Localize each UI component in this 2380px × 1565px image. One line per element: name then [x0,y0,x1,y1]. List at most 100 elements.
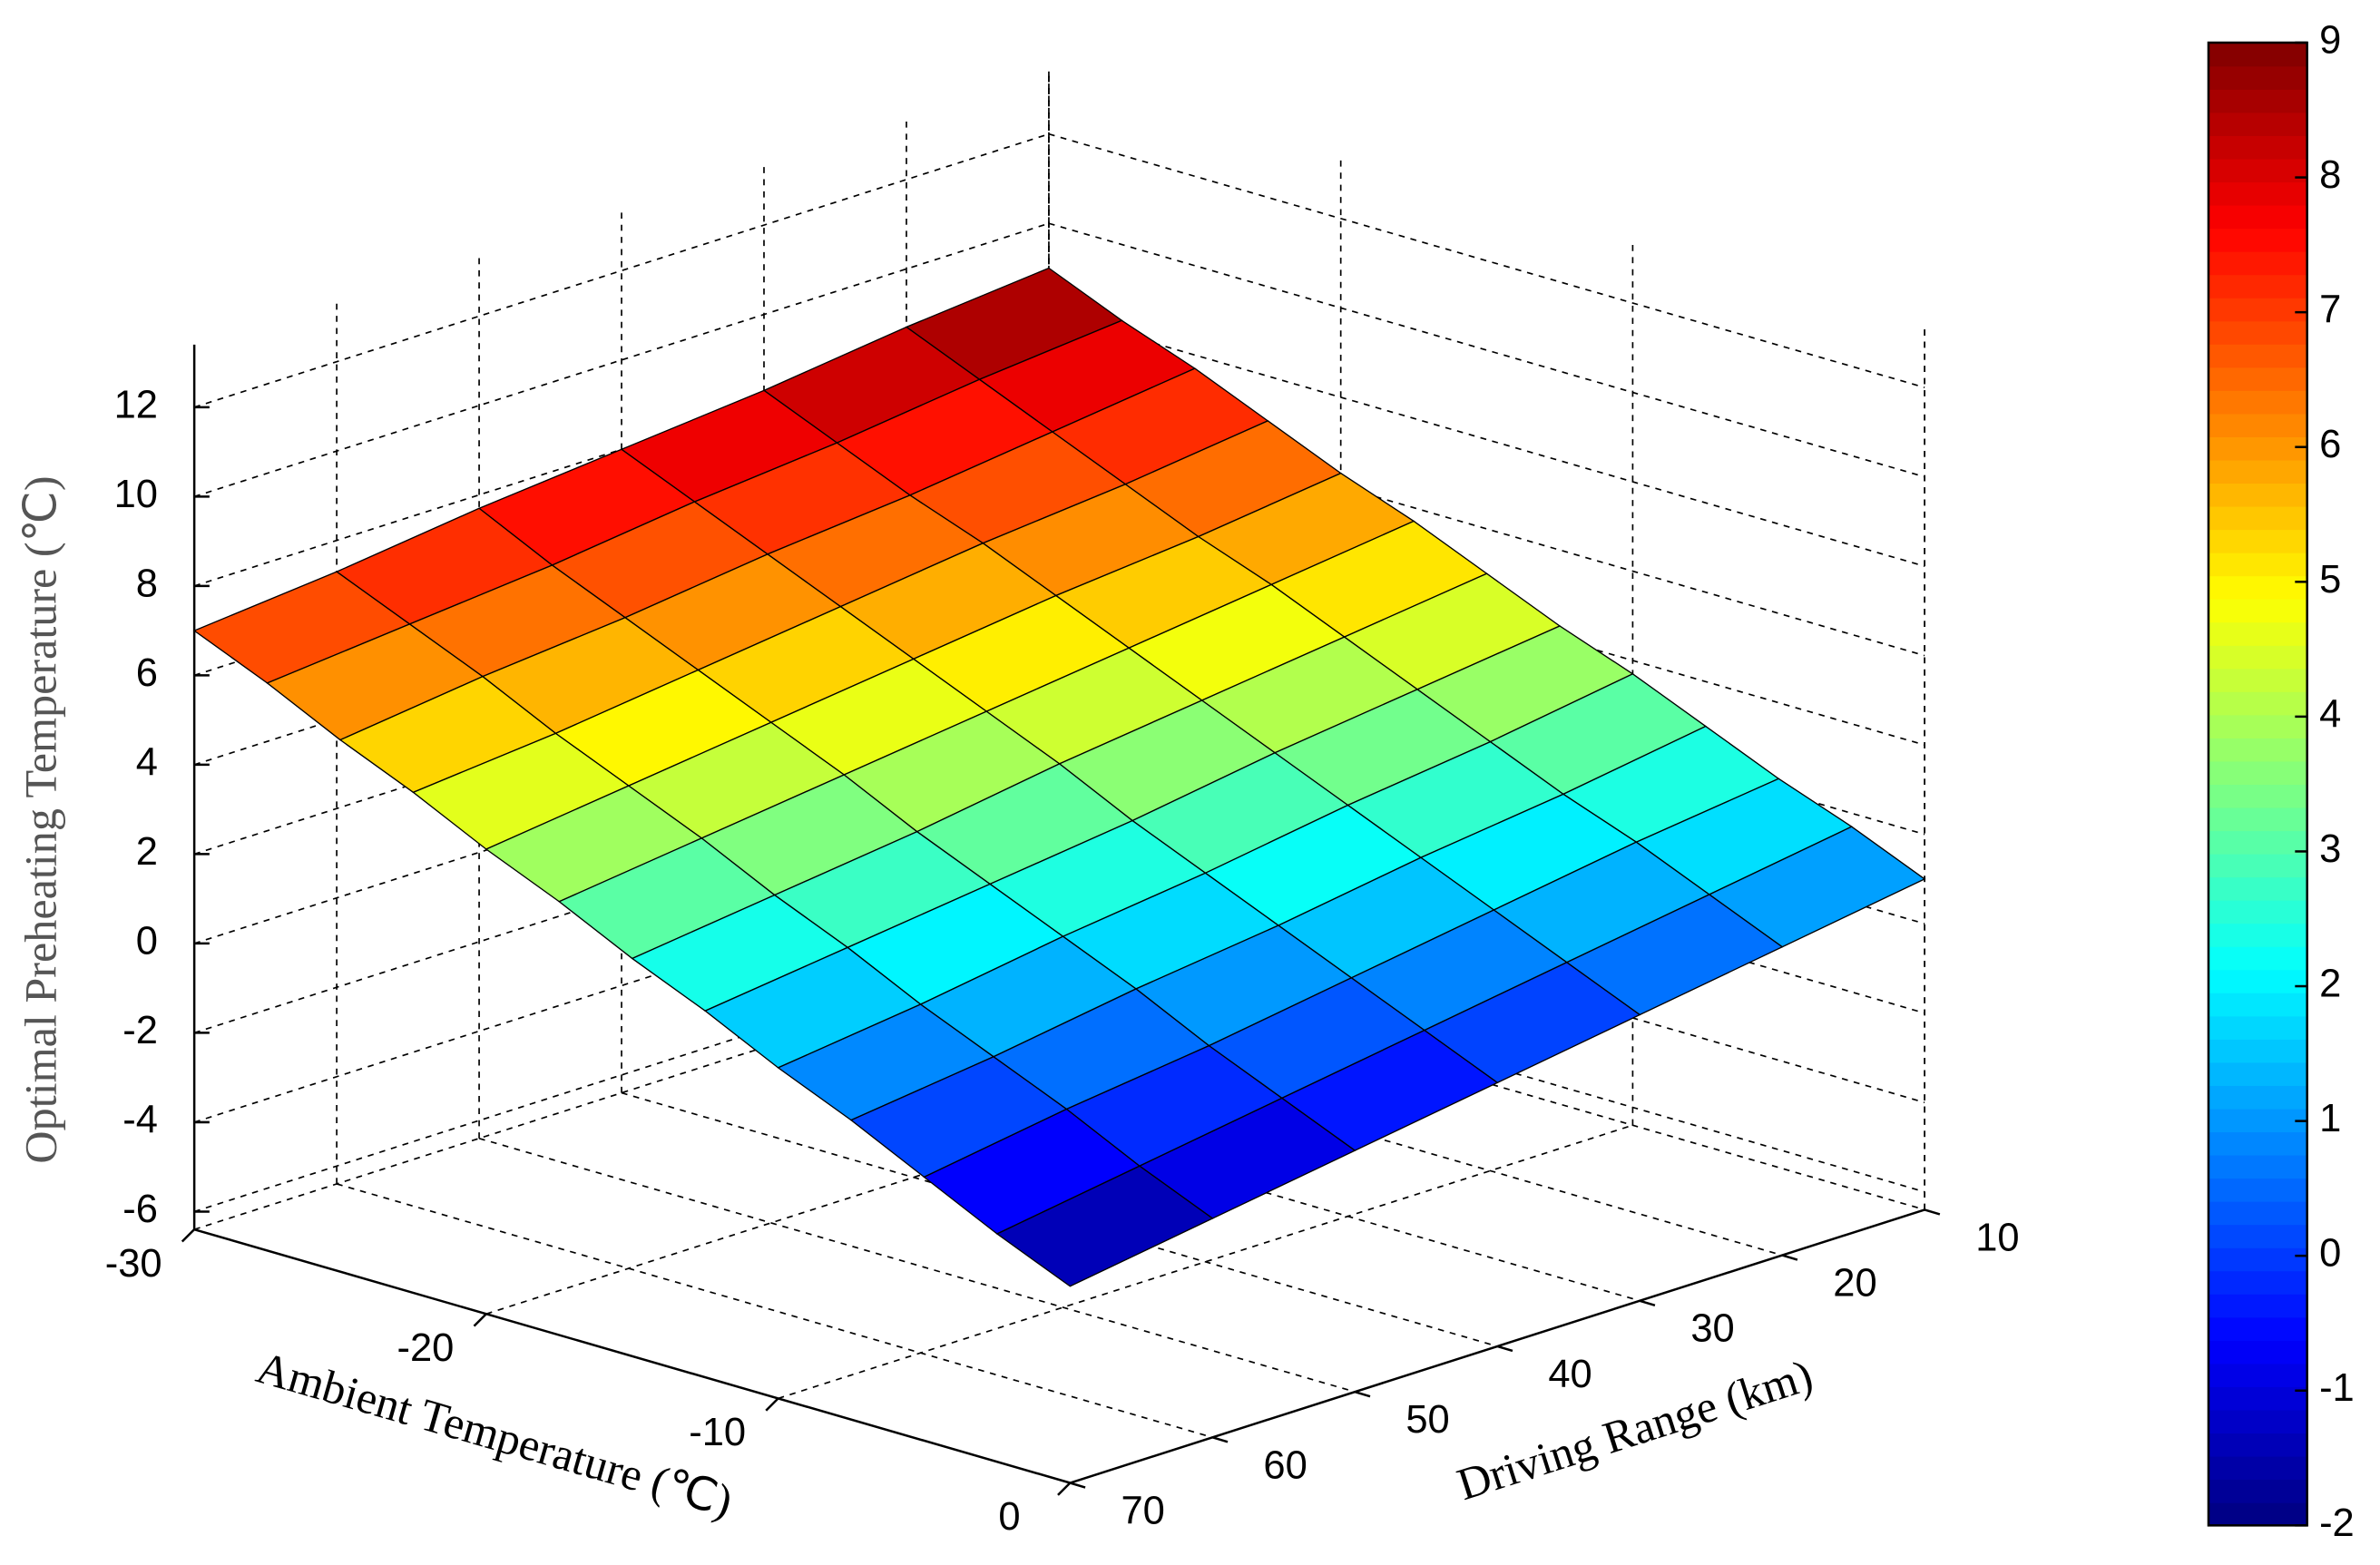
colorbar-step [2208,1293,2307,1318]
y-tick-label: 40 [1548,1353,1592,1396]
colorbar-step [2208,738,2307,762]
colorbar-step [2208,1455,2307,1481]
colorbar-step [2208,1479,2307,1503]
colorbar-step [2208,552,2307,577]
y-tick-label: 30 [1690,1307,1734,1351]
z-tick-label: 4 [136,740,158,784]
colorbar-step [2208,691,2307,716]
x-tick [473,1313,487,1327]
colorbar-step [2208,181,2307,206]
colorbar-step [2208,969,2307,993]
grid-line [193,222,1050,498]
colorbar-step [2208,483,2307,507]
colorbar-step [2208,204,2307,230]
colorbar-step [2208,1200,2307,1226]
colorbar-step [2208,158,2307,183]
colorbar-tick-label: 4 [2319,692,2341,736]
x-tick-label: -10 [689,1411,746,1454]
z-tick-label: 12 [114,383,158,426]
colorbar-step [2208,1015,2307,1040]
colorbar-step [2208,1131,2307,1156]
z-tick-label: 2 [136,830,158,874]
colorbar-step [2208,1178,2307,1202]
grid-line [193,937,1050,1213]
x-axis-label: Ambient Temperature (℃) [251,1342,739,1527]
colorbar-step [2208,1154,2307,1179]
x-tick-label: 0 [998,1495,1020,1539]
colorbar-tick-label: -1 [2319,1366,2355,1410]
colorbar-step [2208,1501,2307,1527]
colorbar: -2 -1 0 1 2 3 4 5 6 7 8 9 [2207,18,2355,1545]
colorbar-step [2208,945,2307,971]
colorbar-step [2208,1108,2307,1133]
colorbar-step [2208,876,2307,901]
colorbar-frame [2207,41,2308,1527]
colorbar-tick-label: 9 [2319,18,2341,62]
colorbar-tick-label: 3 [2319,827,2341,871]
z-tick-label: 8 [136,562,158,605]
y-tick-label: 60 [1263,1443,1307,1487]
z-tick-label: -4 [122,1098,158,1141]
y-tick-label: 10 [1975,1216,2019,1259]
colorbar-step [2208,899,2307,924]
y-tick [1211,1436,1229,1443]
colorbar-step [2208,459,2307,484]
x-tick [1057,1482,1072,1496]
colorbar-step [2208,343,2307,368]
x-axis [193,1228,1071,1484]
colorbar-step [2208,390,2307,415]
colorbar-step [2208,807,2307,832]
colorbar-step [2208,65,2307,90]
grid-line [193,848,1050,1123]
colorbar-step [2208,575,2307,600]
colorbar-step [2208,668,2307,692]
colorbar-step [2208,1247,2307,1272]
colorbar-step [2208,297,2307,322]
colorbar-step [2208,274,2307,298]
colorbar-step [2208,853,2307,878]
z-tick-label: -6 [122,1188,158,1231]
colorbar-step [2208,1409,2307,1434]
colorbar-step [2208,621,2307,646]
colorbar-step [2208,1433,2307,1457]
colorbar-step [2208,529,2307,553]
y-tick-label: 20 [1833,1262,1876,1306]
colorbar-step [2208,1061,2307,1086]
colorbar-step [2208,784,2307,808]
z-axis-label: Optimal Preheating Temperature (℃) [15,475,66,1163]
colorbar-step [2208,367,2307,391]
colorbar-step [2208,1270,2307,1295]
colorbar-step [2208,714,2307,738]
y-axis [1069,1208,1925,1484]
z-tick-label: 10 [114,473,158,516]
colorbar-step [2208,436,2307,461]
colorbar-step [2208,228,2307,252]
y-tick-label: 70 [1121,1489,1164,1532]
z-tick-label: -2 [122,1009,158,1052]
x-tick [181,1228,196,1243]
colorbar-step [2208,760,2307,786]
grid-line [193,670,1050,944]
grid-line [193,580,1050,856]
colorbar-step [2208,1386,2307,1411]
grid-line [193,132,1050,408]
x-tick-label: -20 [397,1326,455,1370]
colorbar-step [2208,993,2307,1017]
colorbar-step [2208,89,2307,113]
grid-line [193,758,1050,1034]
colorbar-step [2208,505,2307,531]
z-tick-label: 0 [136,919,158,963]
colorbar-step [2208,644,2307,670]
y-tick [1354,1390,1371,1398]
colorbar-step [2208,1039,2307,1063]
colorbar-step [2208,413,2307,437]
y-tick [1069,1482,1086,1489]
y-tick-label: 50 [1405,1398,1449,1442]
y-tick [1781,1254,1798,1261]
colorbar-step [2208,598,2307,623]
colorbar-step [2208,1363,2307,1387]
surface-patch [995,1165,1214,1287]
colorbar-tick-label: 1 [2319,1097,2341,1140]
colorbar-tick-label: -2 [2319,1501,2355,1545]
colorbar-step [2208,1340,2307,1364]
